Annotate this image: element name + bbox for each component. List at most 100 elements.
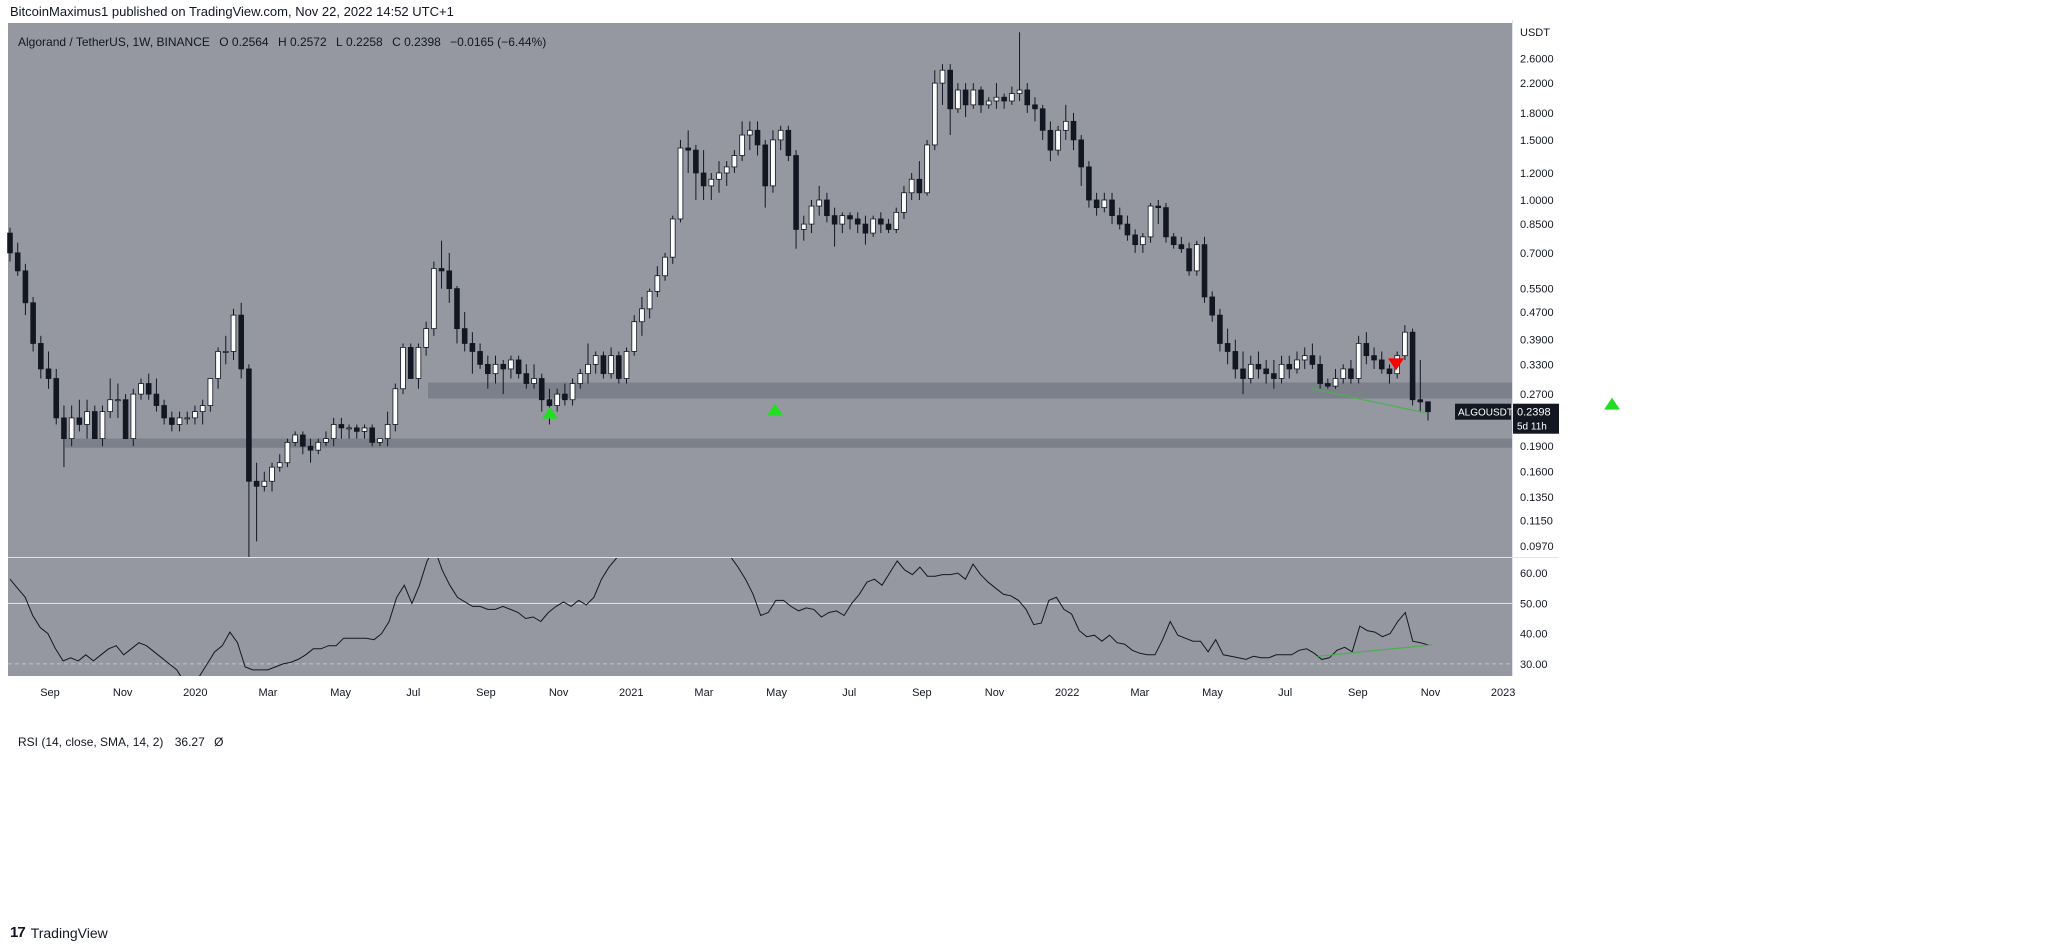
candle-up [207,378,214,406]
time-axis-label: 2020 [183,687,207,699]
candle-down [847,215,853,220]
candle-down [454,288,460,330]
candle-down [369,427,375,443]
symbol-legend: Algorand / TetherUS, 1W, BINANCE O 0.256… [18,35,546,49]
candle-down [246,368,252,482]
rsi-pane[interactable] [8,558,1512,676]
candle-down [1317,363,1323,384]
price-tick-label: 0.4700 [1520,307,1554,319]
ohlc-close: C 0.2398 [392,35,441,49]
candle-down [962,89,969,106]
footer-brand[interactable]: 17 TradingView [10,924,108,941]
candle-down [238,314,244,370]
candle-down [1386,368,1393,375]
time-axis-label: 2022 [1055,687,1079,699]
time-axis-label: May [1202,687,1223,699]
candle-up [284,441,291,464]
price-tick-label: 0.1150 [1520,516,1553,528]
ohlc-low: L 0.2258 [336,35,383,49]
candle-down [754,129,761,146]
candle-down [947,69,953,110]
candle-down [407,347,414,379]
candle-down [1086,166,1092,201]
candle-down [1032,104,1038,110]
price-tick-label: 0.7000 [1520,248,1554,260]
candle-down [45,368,52,379]
candle-up [261,480,268,487]
candle-up [323,438,329,443]
candle-up [384,424,391,440]
candle-down [500,363,507,370]
rsi-trendline [1317,644,1433,657]
time-axis-label: Nov [113,687,133,699]
candle-up [1009,93,1015,102]
candle-down [38,343,44,370]
candle-up [138,383,144,395]
candle-down [76,417,83,425]
candle-down [30,302,36,344]
candle-down [1070,120,1077,141]
price-tick-label: 2.2000 [1520,78,1554,90]
candle-up [492,363,499,375]
candle-down [1417,399,1424,403]
candle-up [400,347,406,390]
price-pane[interactable] [8,23,1512,557]
time-axis-label: Jul [406,687,420,699]
candle-down [1232,351,1239,370]
candle-down [600,355,607,375]
candle-down [61,417,67,440]
candle-up [230,314,237,352]
published-line: BitcoinMaximus1 published on TradingView… [10,4,454,19]
candle-up [1063,120,1069,131]
candle-down [300,434,306,447]
candle-down [616,355,622,379]
candle-down [1325,383,1331,387]
candle-up [508,359,514,370]
price-tick-label: 1.2000 [1520,168,1554,180]
support-zone [65,438,1512,448]
symbol-tag [1455,403,1511,420]
candle-down [91,411,98,440]
time-axis-label: Sep [40,687,60,699]
candle-down [22,270,29,304]
candle-down [307,445,314,451]
candle-down [546,399,553,406]
candle-down [461,328,468,344]
candle-down [1178,244,1185,250]
candle-down [1163,207,1169,238]
candle-down [515,359,522,375]
candle-up [939,69,946,84]
candle-down [785,129,792,156]
candle-up [1194,244,1200,272]
candle-up [115,399,121,402]
candle-up [554,393,560,406]
candle-up [431,268,437,330]
candle-down [1217,314,1223,344]
candle-up [392,388,399,425]
last-price-tag [1513,403,1559,434]
candle-up [276,462,283,468]
price-tick-label: 2.6000 [1520,53,1554,65]
candle-up [1340,368,1347,379]
candle-up [176,417,183,425]
candle-down [1209,296,1216,316]
candle-down [438,268,445,272]
tradingview-chart[interactable]: USDT 2.6000 2.2000 1.8000 1.5000 1.2000 1.0000… [0,20,2047,916]
candle-up [330,424,337,440]
rsi-tick-label: 40.00 [1520,629,1548,641]
candle-down [793,155,799,230]
candle-down [1078,139,1084,168]
candle-up [68,417,75,440]
candle-down [469,343,476,352]
candle-down [153,393,160,406]
candle-up [315,441,322,451]
time-axis-label: 2021 [619,687,643,699]
visibility-eye-icon[interactable]: Ø [214,735,224,749]
candle-down [916,178,923,194]
candle-up [1278,363,1285,379]
green-support-marker [1604,397,1620,410]
candle-down [523,373,530,384]
candle-up [800,223,807,230]
rsi-title: RSI (14, close, SMA, 14, 2) [18,735,164,749]
candle-up [423,328,429,348]
